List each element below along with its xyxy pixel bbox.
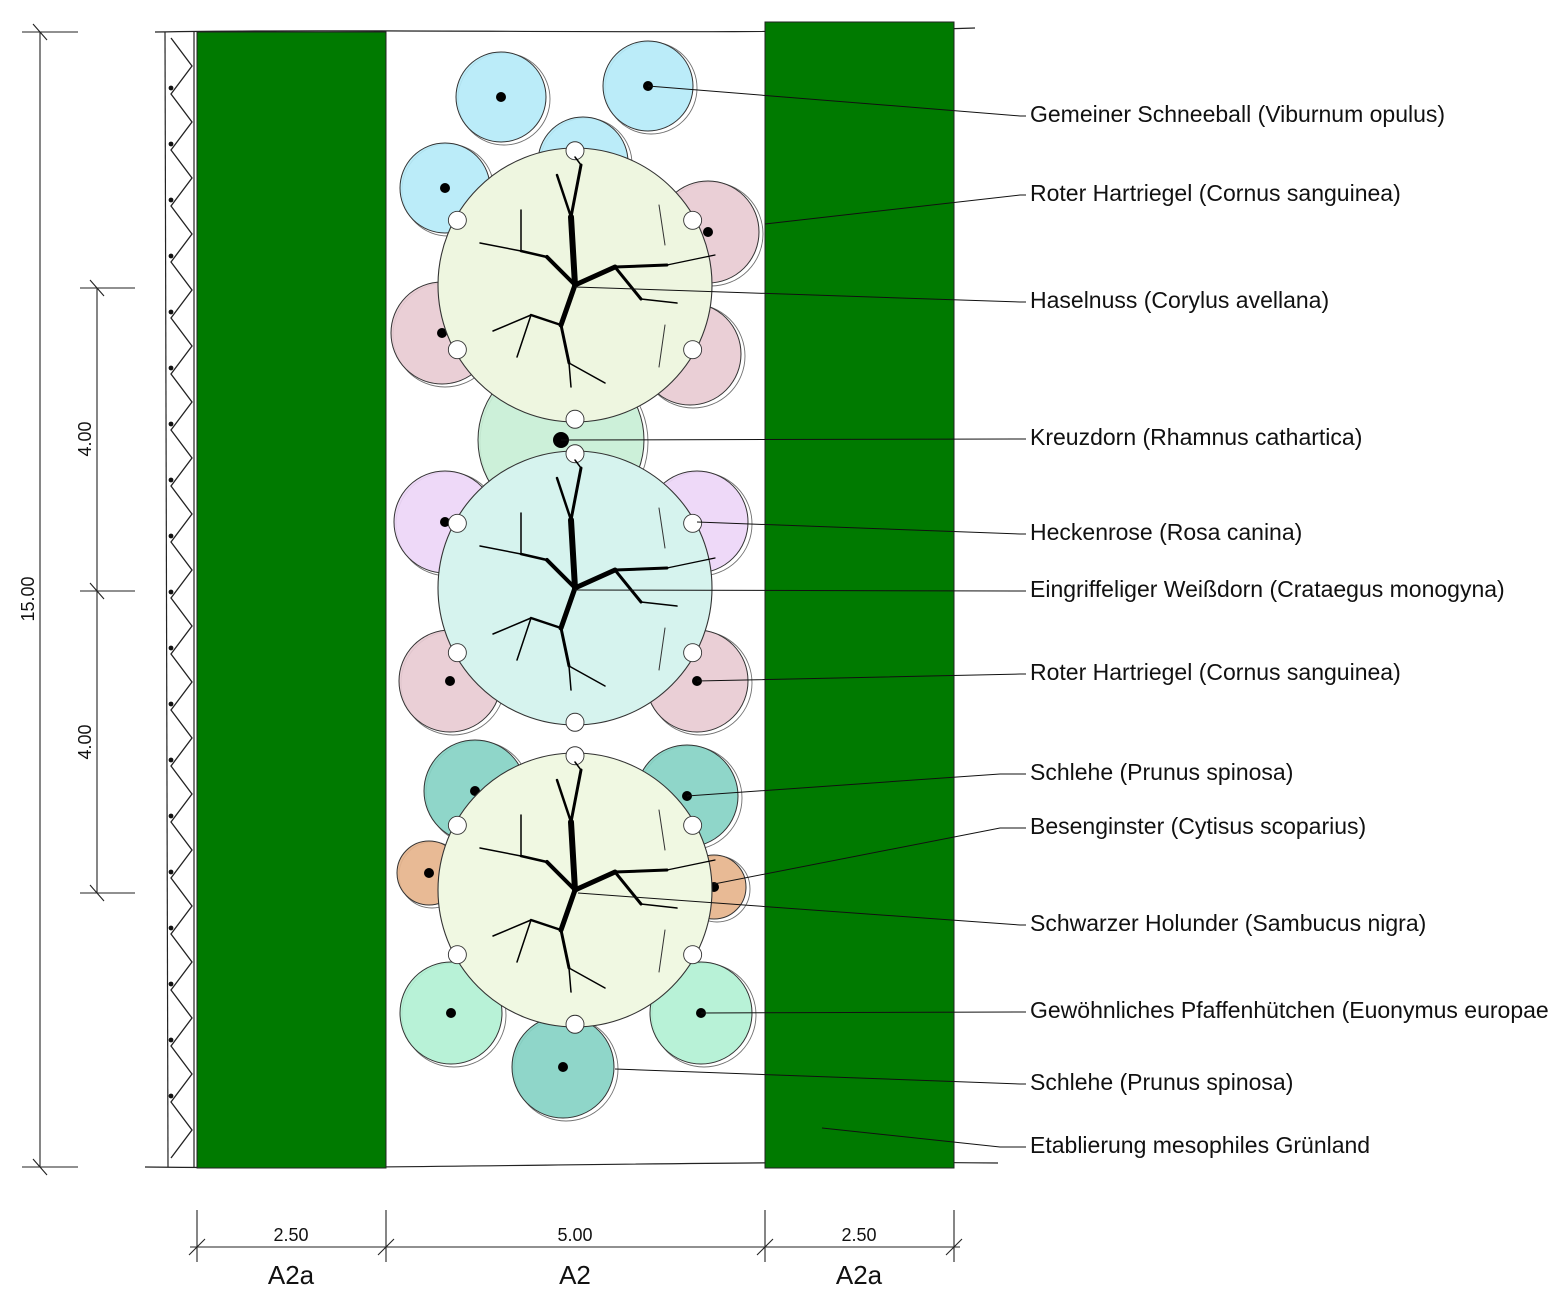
fence-post-dot — [169, 534, 174, 539]
fence-post-dot — [169, 478, 174, 483]
dimension-lower-segment: 4.00 — [75, 724, 95, 759]
label-corylus-avellana: Haselnuss (Corylus avellana) — [1030, 287, 1329, 313]
grassland-strip-left — [197, 32, 386, 1168]
dimension-width-left: 2.50 — [273, 1225, 308, 1245]
fence-zigzag — [171, 38, 192, 1158]
fence-post-dot — [169, 310, 174, 315]
fence-post-dot — [169, 142, 174, 147]
label-cornus-sanguinea-top: Roter Hartriegel (Cornus sanguinea) — [1030, 180, 1401, 206]
label-viburnum-opulus: Gemeiner Schneeball (Viburnum opulus) — [1030, 101, 1445, 127]
zone-label-left: A2a — [268, 1260, 315, 1290]
fence-post-dot — [169, 870, 174, 875]
shrub-prunus-spinosa — [512, 1016, 618, 1121]
label-euonymus-europaeus: Gewöhnliches Pfaffenhütchen (Euonymus eu… — [1030, 997, 1550, 1023]
zone-label-center: A2 — [559, 1260, 591, 1290]
fence-post-dot — [169, 254, 174, 259]
label-sambucus-nigra: Schwarzer Holunder (Sambucus nigra) — [1030, 910, 1426, 936]
fence-post-dot — [169, 926, 174, 931]
label-prunus-spinosa-top: Schlehe (Prunus spinosa) — [1030, 759, 1293, 785]
fence-post-dot — [169, 1094, 174, 1099]
label-prunus-spinosa-bottom: Schlehe (Prunus spinosa) — [1030, 1069, 1293, 1095]
fence-post-dot — [169, 646, 174, 651]
vertical-dimension-segments — [80, 280, 135, 901]
shrub-viburnum-opulus — [603, 41, 697, 134]
fence-post-dot — [169, 758, 174, 763]
grassland-strip-right — [765, 22, 954, 1168]
dimension-total-length: 15.00 — [18, 576, 38, 621]
fence-post-dot — [169, 366, 174, 371]
fence-post-dot — [169, 814, 174, 819]
zone-label-right: A2a — [836, 1260, 883, 1290]
label-cornus-sanguinea-middle: Roter Hartriegel (Cornus sanguinea) — [1030, 659, 1401, 685]
fence-post-dot — [169, 422, 174, 427]
fence-line-outer — [165, 32, 168, 1167]
label-cytisus-scoparius: Besenginster (Cytisus scoparius) — [1030, 813, 1366, 839]
fence-posts — [169, 86, 174, 1099]
dimension-width-center: 5.00 — [557, 1225, 592, 1245]
fence-post-dot — [169, 590, 174, 595]
shrub-viburnum-opulus — [456, 52, 550, 145]
fence-post-dot — [169, 198, 174, 203]
fence-post-dot — [169, 982, 174, 987]
fence-post-dot — [169, 702, 174, 707]
label-mesophiles-gruenland: Etablierung mesophiles Grünland — [1030, 1132, 1370, 1158]
fence-post-dot — [169, 86, 174, 91]
fence-post-dot — [169, 1038, 174, 1043]
dimension-upper-segment: 4.00 — [75, 421, 95, 456]
label-rosa-canina: Heckenrose (Rosa canina) — [1030, 519, 1302, 545]
label-rhamnus-cathartica: Kreuzdorn (Rhamnus cathartica) — [1030, 424, 1362, 450]
label-crataegus-monogyna: Eingriffeliger Weißdorn (Crataegus monog… — [1030, 576, 1505, 602]
dimension-width-right: 2.50 — [841, 1225, 876, 1245]
